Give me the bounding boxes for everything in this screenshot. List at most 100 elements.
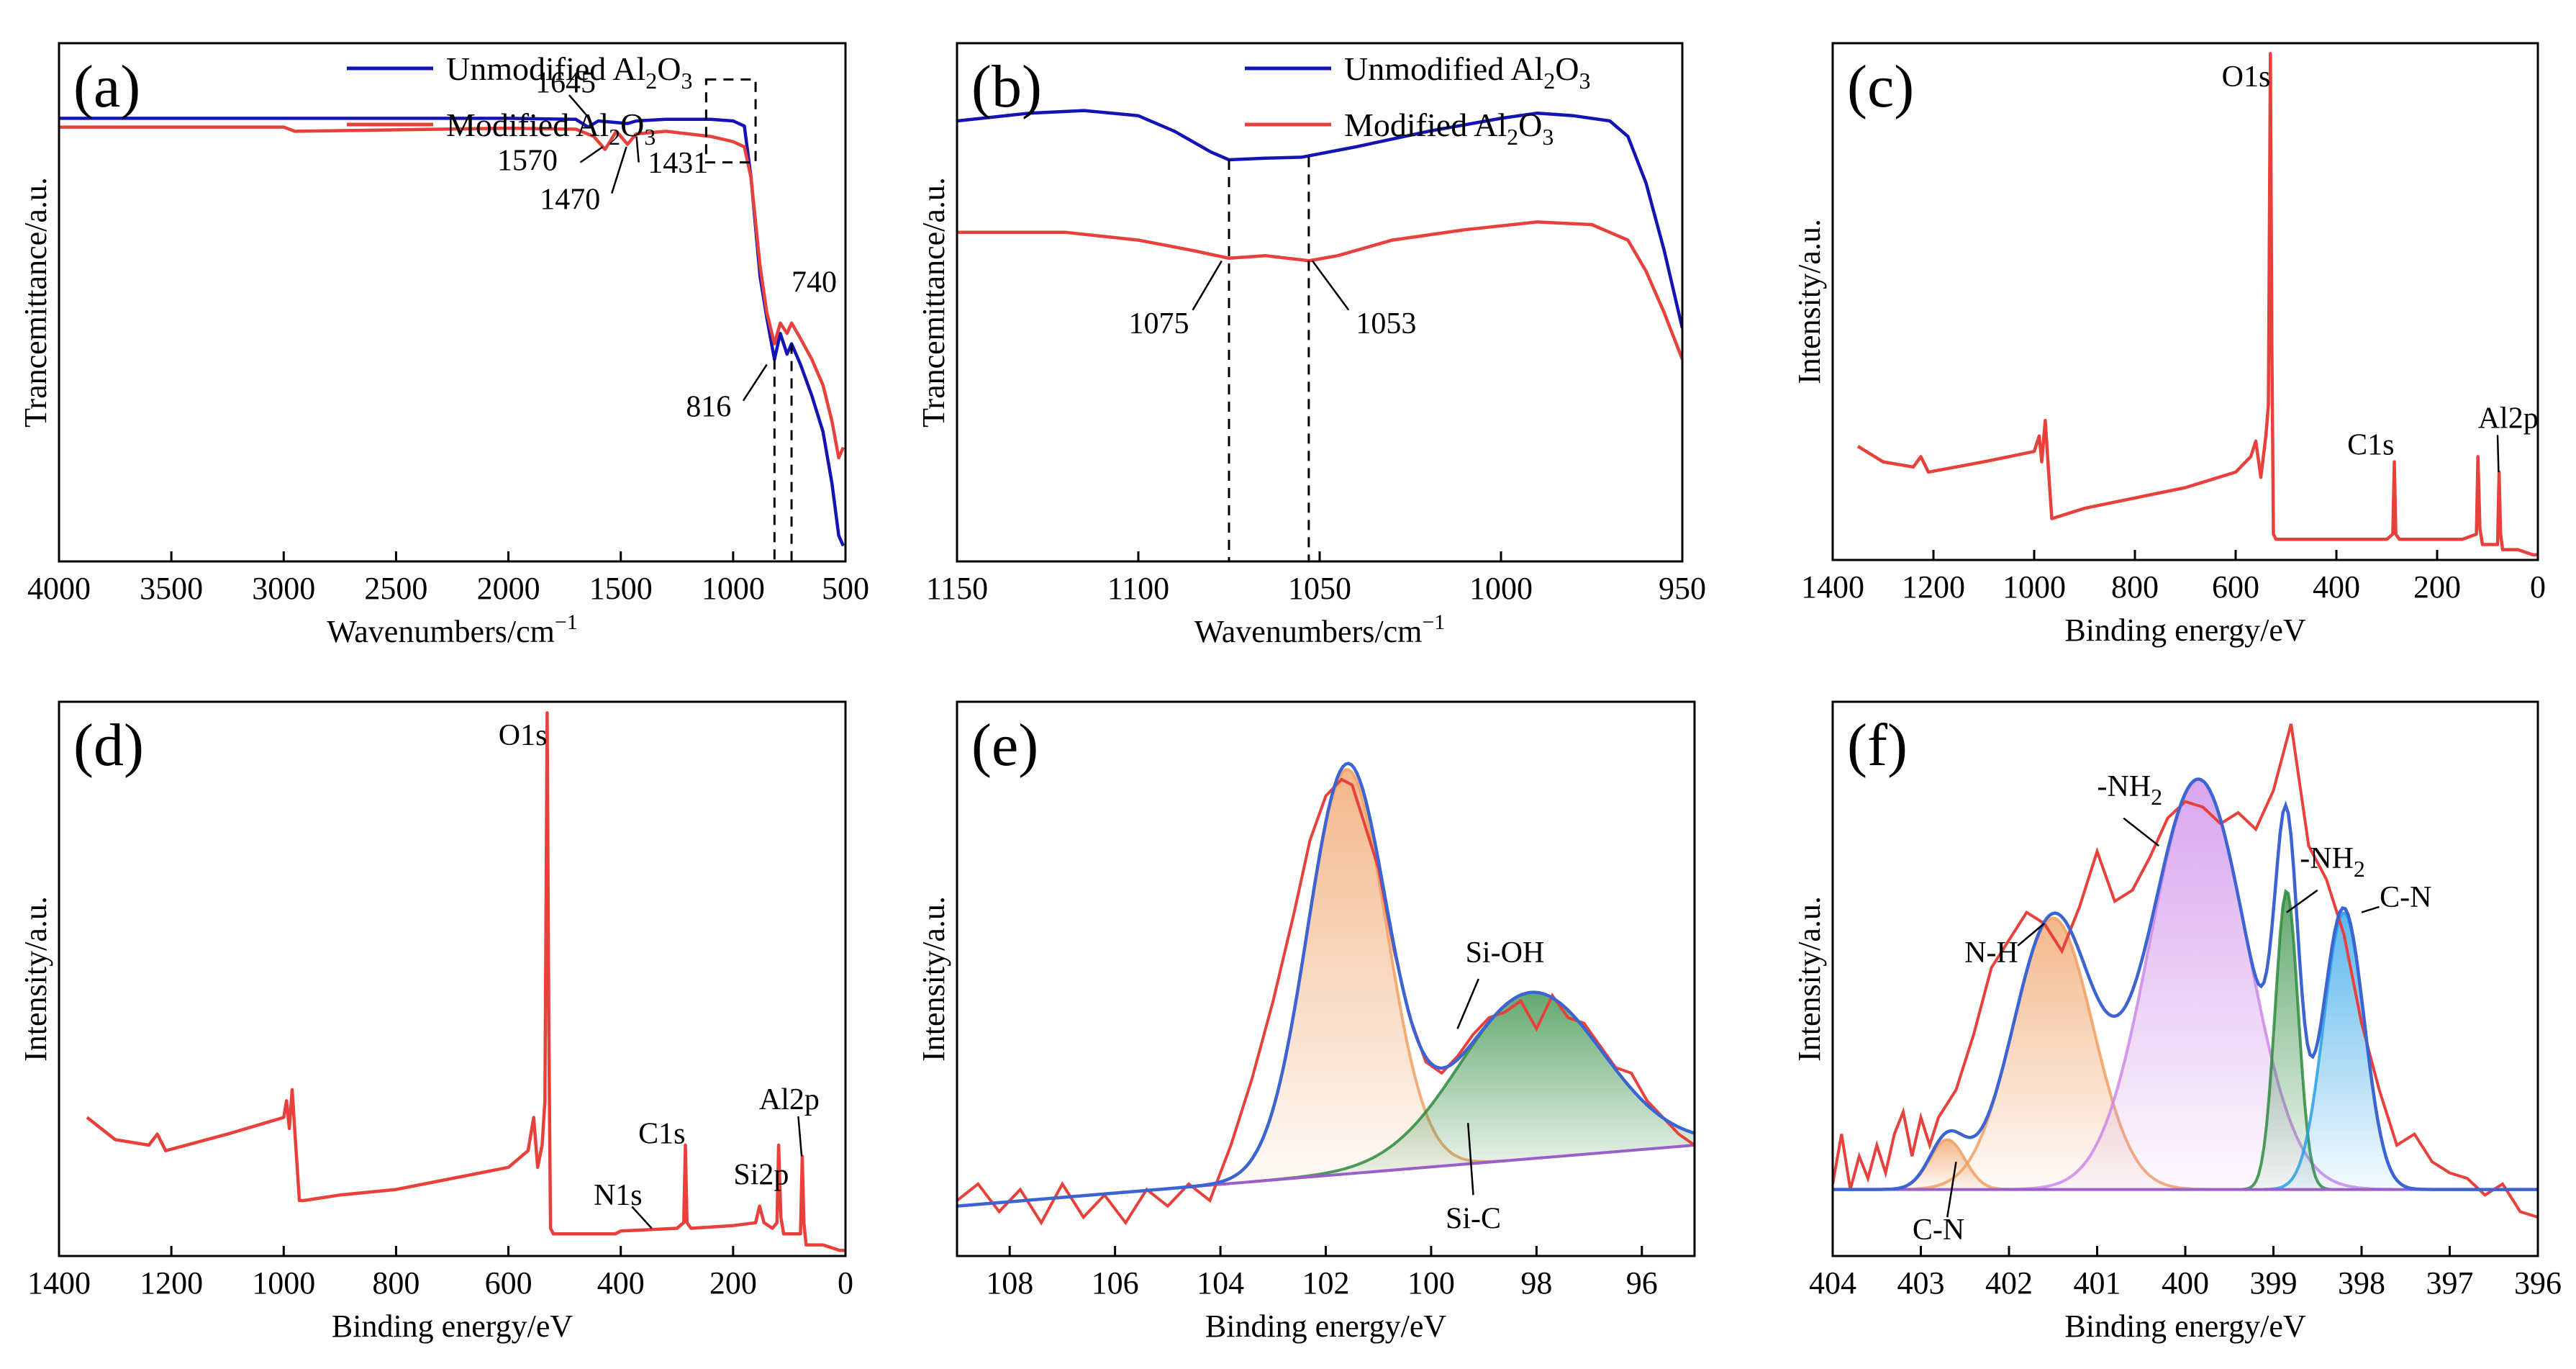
x-tick-label: 404 xyxy=(1809,1265,1856,1301)
component-label-nh2-right-sub: 2 xyxy=(2354,856,2365,882)
x-tick-label: 1000 xyxy=(2003,569,2066,605)
series-line-modified xyxy=(59,125,845,460)
component-label-si-oh: Si-OH xyxy=(1466,936,1545,970)
x-tick-label: 100 xyxy=(1407,1265,1455,1301)
x-tick-label: 1200 xyxy=(1902,569,1965,605)
x-tick-label: 102 xyxy=(1302,1265,1350,1301)
panel-label: (b) xyxy=(971,53,1042,120)
peak-label-al2p: Al2p xyxy=(2478,402,2539,435)
legend-label-unmodified: Unmodified Al2O3 xyxy=(1344,50,1591,94)
leader-line xyxy=(742,363,768,402)
legend-label-unmodified-sub2: 3 xyxy=(681,68,693,94)
x-tick-label: 396 xyxy=(2514,1265,2562,1301)
x-axis-label: Wavenumbers/cm−1 xyxy=(327,610,578,649)
x-axis-label-text: Binding energy/eV xyxy=(2064,613,2305,648)
peak-label-al2p: Al2p xyxy=(759,1083,820,1116)
series-line-modified xyxy=(86,711,845,1252)
component-label-c-n-left: C-N xyxy=(1913,1214,1964,1247)
x-axis-label-sup: −1 xyxy=(1422,610,1445,634)
leader-line xyxy=(635,136,640,163)
component-fill-4 xyxy=(2264,913,2424,1190)
legend-label-modified-base: Modified Al xyxy=(1344,107,1507,143)
x-tick-label: 950 xyxy=(1659,571,1706,606)
peak-label-1645: 1645 xyxy=(535,66,596,99)
x-tick-label: 96 xyxy=(1626,1265,1658,1301)
panel-a: 4000 3500 3000 2500 2000 1500 1000 500 Wavenumbe… xyxy=(18,42,869,649)
leader-line xyxy=(797,1116,803,1157)
component-label-c-n-right: C-N xyxy=(2380,881,2431,914)
component-label-nh2-left: -NH2 xyxy=(2097,770,2163,810)
panel-label: (c) xyxy=(1847,53,1914,120)
legend-label-modified-sub2: 3 xyxy=(1542,124,1554,150)
plot-area-a xyxy=(59,117,845,547)
x-tick-label: 98 xyxy=(1520,1265,1552,1301)
peak-label-c1s: C1s xyxy=(638,1118,685,1151)
plot-area-d xyxy=(86,711,845,1252)
peak-label-816: 816 xyxy=(686,390,731,423)
legend-label-unmodified-sub2: 3 xyxy=(1579,68,1591,94)
x-axis-label: Binding energy/eV xyxy=(2064,1309,2305,1344)
x-tick-label: 402 xyxy=(1985,1265,2033,1301)
series-line-unmodified xyxy=(59,117,845,547)
y-axis-label: Intensity/a.u. xyxy=(18,896,53,1062)
x-tick-label: 398 xyxy=(2338,1265,2385,1301)
x-axis-label-text: Binding energy/eV xyxy=(2064,1309,2305,1344)
peak-label-si2p: Si2p xyxy=(733,1159,789,1192)
legend-label-unmodified-mid: O xyxy=(657,50,681,87)
y-axis-label: Trancemittance/a.u. xyxy=(18,177,53,428)
legend-label-modified-sub: 2 xyxy=(1507,124,1518,150)
peak-label-o1s: O1s xyxy=(2222,60,2271,94)
x-tick-label: 403 xyxy=(1897,1265,1945,1301)
fit-envelope xyxy=(1833,777,2538,1191)
x-tick-label: 1400 xyxy=(27,1265,91,1301)
panel-label: (a) xyxy=(73,53,140,120)
legend-label-unmodified-sub: 2 xyxy=(1543,68,1555,94)
x-tick-label: 200 xyxy=(2413,569,2461,605)
peak-label-1075: 1075 xyxy=(1129,307,1189,340)
component-label-nh2-right-base: -NH xyxy=(2300,842,2354,875)
axes-frame xyxy=(58,700,847,1257)
legend-label-modified-sub2: 3 xyxy=(644,124,656,150)
x-tick-label: 200 xyxy=(709,1265,757,1301)
component-label-nh2-right: -NH2 xyxy=(2300,842,2365,882)
legend-label-modified-mid: O xyxy=(1518,107,1542,143)
axes-frame xyxy=(956,42,1684,563)
peak-label-1053: 1053 xyxy=(1356,307,1416,340)
leader-line xyxy=(2017,923,2045,946)
component-label-nh2-left-base: -NH xyxy=(2097,770,2151,803)
legend-label-unmodified-base: Unmodified Al xyxy=(1344,50,1543,87)
legend-label-modified-sub: 2 xyxy=(609,124,620,150)
x-tick-label: 0 xyxy=(838,1265,853,1301)
leader-line xyxy=(1466,1123,1474,1196)
x-tick-label: 800 xyxy=(2111,569,2159,605)
x-tick-label: 800 xyxy=(372,1265,419,1301)
panel-label: (e) xyxy=(971,712,1038,779)
x-axis-label: Binding energy/eV xyxy=(1205,1309,1446,1344)
x-tick-label: 0 xyxy=(2530,569,2546,605)
fit-envelope xyxy=(957,762,1695,1208)
component-fill-3 xyxy=(2242,891,2332,1190)
panel-label: (f) xyxy=(1847,712,1908,779)
panel-b: 1150 1100 1050 1000 950 Wavenumbers/cm−1 Tranc… xyxy=(916,42,1706,649)
legend-label-unmodified: Unmodified Al2O3 xyxy=(446,50,693,94)
x-tick-label: 106 xyxy=(1092,1265,1139,1301)
x-tick-label: 1000 xyxy=(702,571,765,606)
leader-line xyxy=(1311,260,1350,311)
plot-area-f xyxy=(1833,723,2538,1219)
x-tick-label: 1200 xyxy=(140,1265,203,1301)
x-tick-label: 1150 xyxy=(926,571,988,606)
zoom-region-box xyxy=(704,78,757,164)
legend-label-unmodified-mid: O xyxy=(1555,50,1579,87)
leader-line xyxy=(1946,1161,1957,1218)
panel-c: 1400 1200 1000 800 600 400 200 0 Binding energy/… xyxy=(1792,42,2546,648)
x-tick-label: 2500 xyxy=(364,571,427,606)
y-axis-label: Intensity/a.u. xyxy=(1792,219,1827,384)
y-axis-label: Trancemittance/a.u. xyxy=(916,177,951,428)
x-tick-label: 400 xyxy=(2162,1265,2209,1301)
leader-line xyxy=(2123,817,2160,847)
x-axis-label: Binding energy/eV xyxy=(332,1309,573,1344)
x-tick-label: 1000 xyxy=(252,1265,315,1301)
panel-d: 1400 1200 1000 800 600 400 200 0 Binding energy/… xyxy=(18,700,853,1344)
peak-label-1431: 1431 xyxy=(648,147,708,180)
leader-line xyxy=(611,146,627,194)
